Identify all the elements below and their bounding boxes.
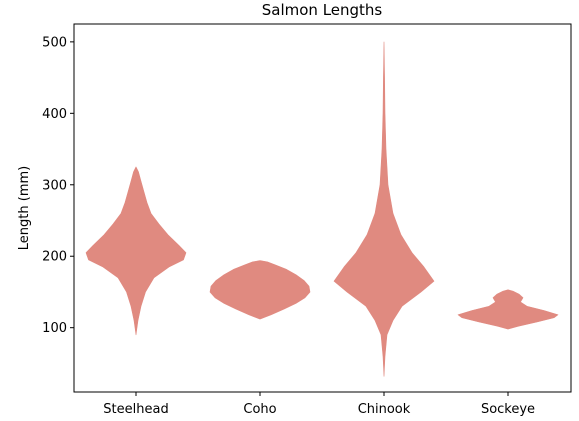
- x-axis-ticks: Steelhead Coho Chinook Sockeye: [103, 392, 535, 417]
- y-axis-ticks: 100 200 300 400 500: [42, 35, 74, 336]
- y-axis-label: Length (mm): [17, 166, 32, 250]
- violin-sockeye: [457, 289, 559, 330]
- plot-frame: [73, 23, 572, 393]
- violin-chinook: [333, 41, 435, 377]
- x-tick-label: Coho: [243, 402, 276, 417]
- violin-coho: [209, 260, 311, 320]
- y-tick-label: 200: [42, 250, 67, 265]
- violin-steelhead: [85, 166, 187, 336]
- x-tick-label: Chinook: [358, 402, 411, 417]
- y-tick-label: 100: [42, 321, 67, 336]
- y-tick-label: 400: [42, 107, 67, 122]
- chart-title: Salmon Lengths: [262, 1, 383, 19]
- y-tick-label: 500: [42, 35, 67, 50]
- y-tick-label: 300: [42, 178, 67, 193]
- x-tick-label: Sockeye: [481, 402, 535, 417]
- x-tick-label: Steelhead: [103, 402, 168, 417]
- violin-group: [85, 41, 559, 377]
